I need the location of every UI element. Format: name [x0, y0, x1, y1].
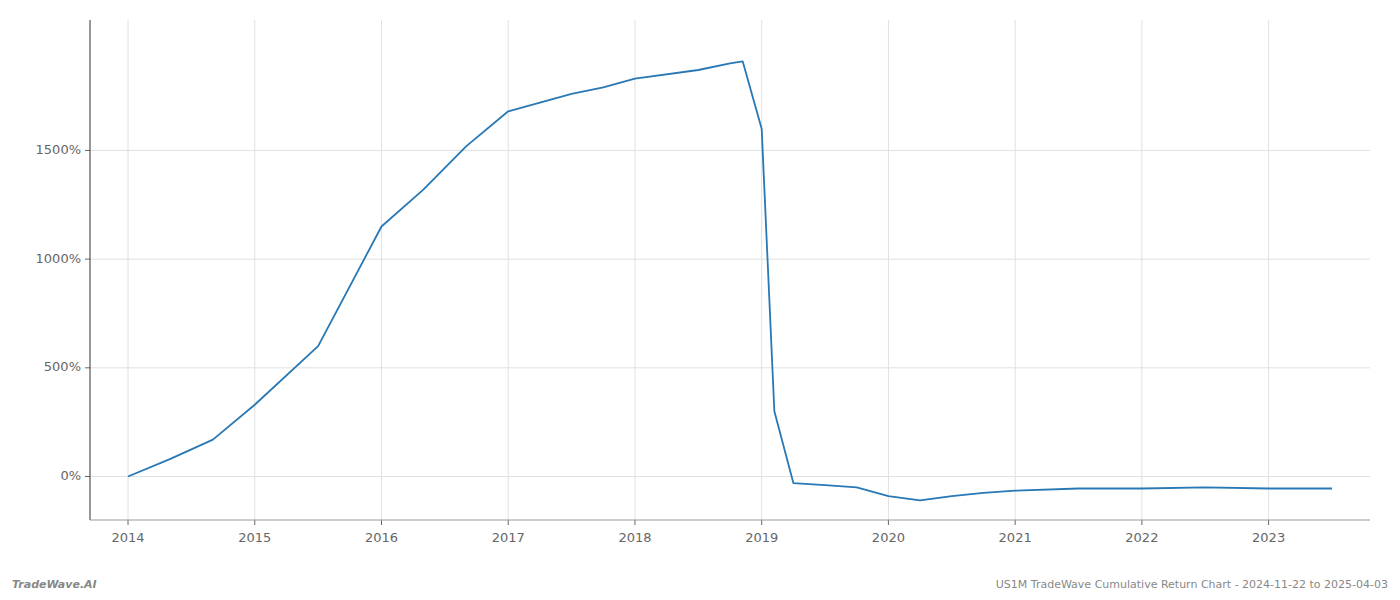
- series: [128, 61, 1332, 500]
- x-tick: [888, 520, 889, 525]
- x-grid-line: [1141, 20, 1142, 520]
- y-tick-label: 500%: [44, 359, 81, 374]
- x-grid-line: [1268, 20, 1269, 520]
- line: [128, 61, 1332, 500]
- x-tick-label: 2016: [365, 530, 398, 545]
- x-tick: [761, 520, 762, 525]
- y-tick: [85, 476, 90, 477]
- x-grid-line: [128, 20, 129, 520]
- footer-right: US1M TradeWave Cumulative Return Chart -…: [996, 578, 1388, 591]
- x-axis-line: [90, 520, 1370, 521]
- x-tick-label: 2023: [1252, 530, 1285, 545]
- x-tick: [1268, 520, 1269, 525]
- x-tick: [381, 520, 382, 525]
- x-tick-label: 2018: [618, 530, 651, 545]
- x-grid-line: [508, 20, 509, 520]
- x-grid-line: [761, 20, 762, 520]
- x-tick-label: 2019: [745, 530, 778, 545]
- chart: 0% 500% 1000% 1500% 2014 2015 2016 2017 2018 2019…: [0, 0, 1400, 600]
- axes: 0% 500% 1000% 1500% 2014 2015 2016 2017 2018 2019…: [36, 20, 1370, 545]
- x-grid-line: [381, 20, 382, 520]
- y-grid-line: [90, 150, 1370, 151]
- x-grid-line: [1015, 20, 1016, 520]
- footer-left: TradeWave.AI: [12, 578, 97, 591]
- y-tick-label: 1000%: [36, 251, 81, 266]
- y-grid-line: [90, 367, 1370, 368]
- x-tick: [634, 520, 635, 525]
- y-axis-line: [90, 20, 91, 520]
- y-tick: [85, 259, 90, 260]
- y-grid-line: [90, 476, 1370, 477]
- y-tick-label: 1500%: [36, 142, 81, 157]
- x-tick-label: 2022: [1125, 530, 1158, 545]
- x-tick: [1015, 520, 1016, 525]
- x-tick-label: 2017: [492, 530, 525, 545]
- x-tick: [1141, 520, 1142, 525]
- x-tick-label: 2021: [999, 530, 1032, 545]
- x-grid-line: [634, 20, 635, 520]
- x-tick: [508, 520, 509, 525]
- y-grid-line: [90, 259, 1370, 260]
- y-tick: [85, 367, 90, 368]
- y-tick: [85, 150, 90, 151]
- y-tick-label: 0%: [60, 468, 81, 483]
- x-tick: [128, 520, 129, 525]
- page: {"chart_data": { "type": "line", "x": [2…: [0, 0, 1400, 600]
- grid: [90, 20, 1370, 520]
- x-grid-line: [888, 20, 889, 520]
- x-tick-label: 2014: [111, 530, 144, 545]
- x-grid-line: [254, 20, 255, 520]
- x-tick: [254, 520, 255, 525]
- x-tick-label: 2020: [872, 530, 905, 545]
- x-tick-label: 2015: [238, 530, 271, 545]
